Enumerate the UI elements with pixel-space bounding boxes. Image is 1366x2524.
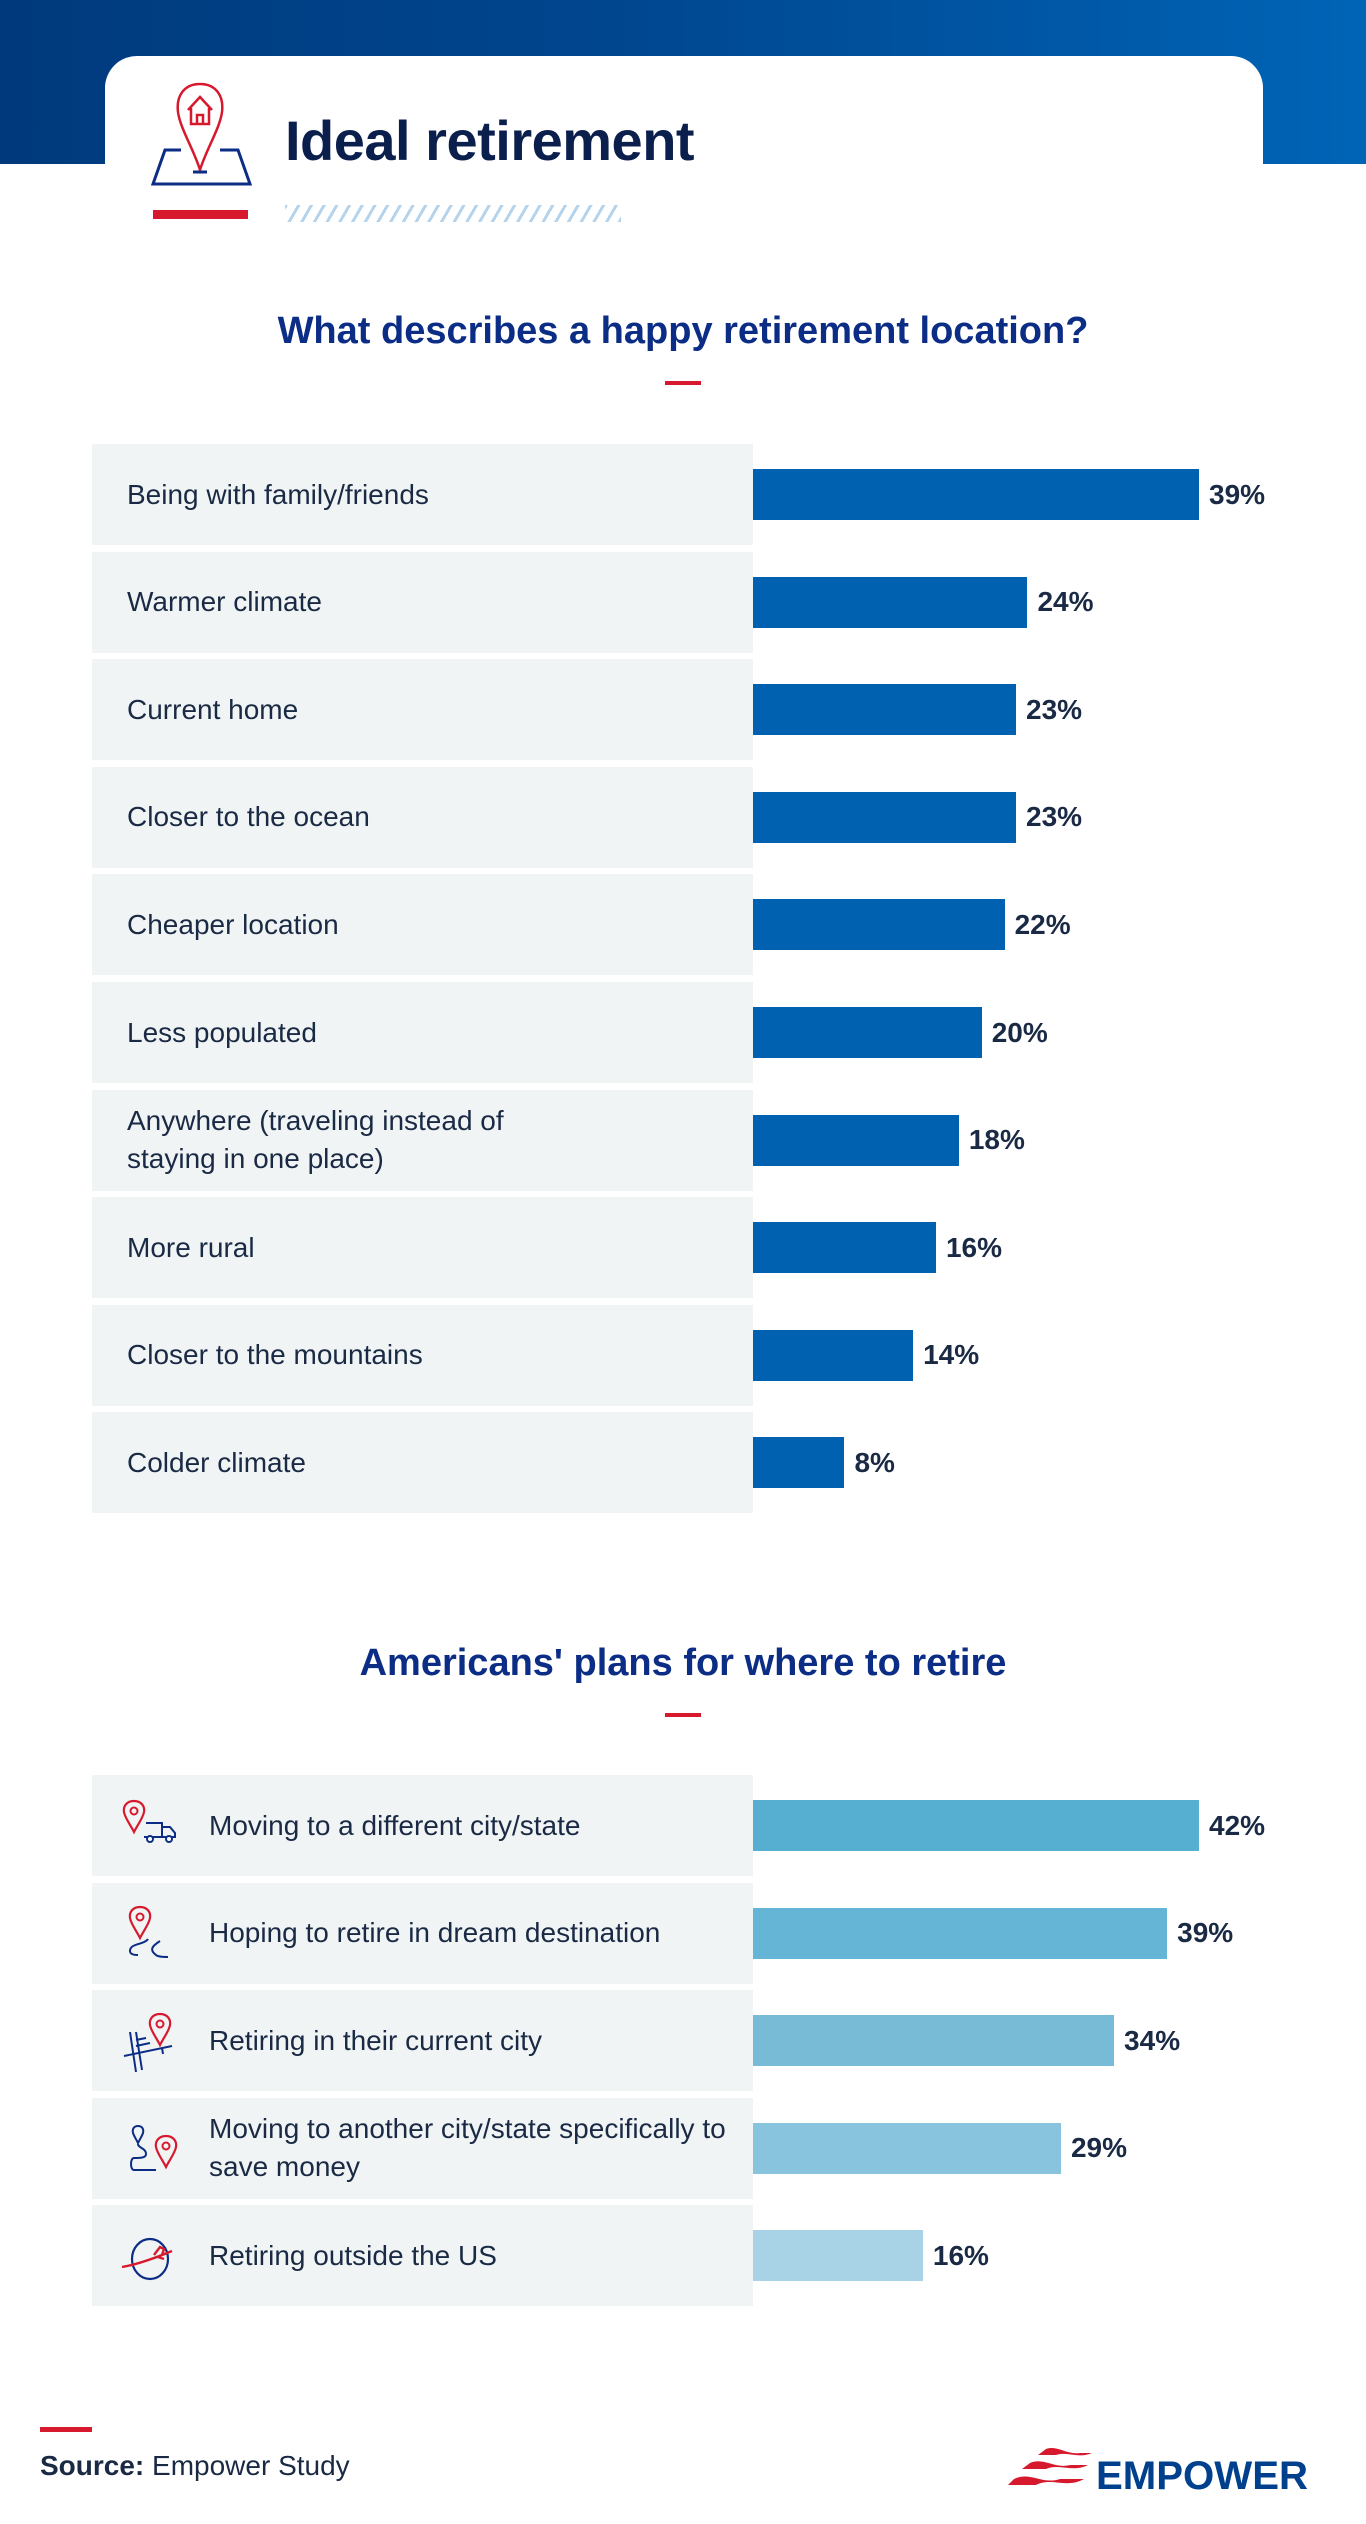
page-title: Ideal retirement bbox=[285, 109, 695, 172]
value-label: 24% bbox=[1037, 586, 1094, 618]
category-panel bbox=[92, 1412, 753, 1514]
category-panel bbox=[92, 874, 753, 976]
category-label: Anywhere (traveling instead of staying i… bbox=[127, 1105, 504, 1175]
map-pin-house-icon bbox=[150, 82, 253, 186]
category-panel bbox=[92, 1775, 753, 1876]
value-label: 20% bbox=[991, 1016, 1048, 1048]
bar bbox=[753, 1222, 936, 1274]
category-label: Retiring outside the US bbox=[209, 2239, 497, 2271]
bar bbox=[753, 899, 1005, 951]
value-label: 16% bbox=[932, 2239, 989, 2271]
category-label: Moving to a different city/state bbox=[209, 1809, 581, 1841]
category-panel bbox=[92, 982, 753, 1083]
chart-row: Colder climate 8% bbox=[92, 1412, 1366, 1514]
globe-plane-icon bbox=[121, 2238, 173, 2281]
value-label: 8% bbox=[854, 1446, 895, 1478]
pin-streets-icon bbox=[123, 2013, 173, 2073]
chart2-title-dash bbox=[665, 1713, 701, 1717]
category-label: Current home bbox=[127, 693, 299, 725]
chart-row: Current home 23% bbox=[92, 659, 1366, 761]
title-accent-bar bbox=[153, 210, 248, 219]
bar bbox=[753, 791, 1017, 843]
chart-row: Being with family/friends 39% bbox=[92, 444, 1366, 545]
category-label: Hoping to retire in dream destination bbox=[209, 1917, 661, 1949]
category-label: Colder climate bbox=[127, 1446, 306, 1478]
source-text: Source: Empower Study bbox=[40, 2450, 350, 2482]
category-panel bbox=[92, 1882, 753, 1984]
category-panel bbox=[92, 1304, 753, 1406]
value-label: 18% bbox=[968, 1124, 1025, 1156]
bar bbox=[753, 1437, 845, 1489]
bar bbox=[753, 2230, 923, 2282]
bar bbox=[753, 1907, 1168, 1959]
bar bbox=[753, 2015, 1115, 2067]
source-dash bbox=[40, 2427, 92, 2432]
category-panel bbox=[92, 766, 753, 868]
value-label: 29% bbox=[1070, 2132, 1127, 2164]
value-label: 23% bbox=[1026, 801, 1083, 833]
category-label: Cheaper location bbox=[127, 908, 339, 940]
category-label: Warmer climate bbox=[127, 586, 322, 618]
chart-row: Moving to another city/state specificall… bbox=[92, 2097, 1366, 2199]
chart-row: Closer to the ocean 23% bbox=[92, 766, 1366, 868]
chart-row: Hoping to retire in dream destination 39% bbox=[92, 1882, 1366, 1984]
category-panel bbox=[92, 551, 753, 653]
pin-route-icon bbox=[130, 2124, 178, 2171]
source-value: Empower Study bbox=[152, 2450, 350, 2481]
bar bbox=[753, 2122, 1061, 2174]
chart-row: Less populated 20% bbox=[92, 982, 1366, 1083]
category-label: Moving to another city/state specificall… bbox=[209, 2113, 726, 2183]
category-label: Retiring in their current city bbox=[209, 2024, 543, 2056]
chart1-title: What describes a happy retirement locati… bbox=[277, 310, 1089, 352]
chart2-title: Americans' plans for where to retire bbox=[359, 1642, 1007, 1684]
title-hatch-decoration bbox=[285, 205, 621, 222]
category-panel bbox=[92, 1197, 753, 1299]
chart-row: More rural 16% bbox=[92, 1197, 1366, 1299]
bar bbox=[753, 1007, 982, 1058]
svg-text:EMPOWER: EMPOWER bbox=[1096, 2454, 1308, 2495]
value-label: 34% bbox=[1124, 2024, 1181, 2056]
pin-road-icon bbox=[128, 1905, 169, 1958]
category-label: Closer to the ocean bbox=[127, 801, 370, 833]
source-label: Source: bbox=[40, 2450, 145, 2481]
chart-row: Moving to a different city/state 42% bbox=[92, 1775, 1366, 1876]
title-card bbox=[105, 56, 1263, 256]
chart-row: Anywhere (traveling instead of staying i… bbox=[92, 1089, 1366, 1191]
chart-row: Retiring in their current city 34% bbox=[92, 1990, 1366, 2092]
category-panel bbox=[92, 1089, 753, 1191]
bar bbox=[753, 576, 1028, 628]
value-label: 23% bbox=[1026, 693, 1083, 725]
category-label: Closer to the mountains bbox=[127, 1339, 423, 1371]
value-label: 16% bbox=[945, 1231, 1003, 1263]
chart-row: Retiring outside the US 16% bbox=[92, 2205, 1366, 2307]
pin-truck-icon bbox=[122, 1799, 176, 1843]
value-label: 39% bbox=[1209, 478, 1266, 510]
bar bbox=[753, 469, 1199, 520]
category-label: Less populated bbox=[127, 1016, 317, 1048]
value-label: 22% bbox=[1014, 908, 1071, 940]
bar bbox=[753, 684, 1017, 736]
category-panel bbox=[92, 2097, 753, 2199]
chart-row: Closer to the mountains 14% bbox=[92, 1304, 1366, 1406]
value-label: 39% bbox=[1177, 1917, 1234, 1949]
bar bbox=[753, 1800, 1199, 1851]
category-label: Being with family/friends bbox=[127, 478, 429, 510]
category-panel bbox=[92, 659, 753, 761]
chart-row: Cheaper location 22% bbox=[92, 874, 1366, 976]
bar bbox=[753, 1329, 914, 1381]
value-label: 42% bbox=[1209, 1809, 1266, 1841]
category-panel bbox=[92, 2205, 753, 2307]
value-label: 14% bbox=[923, 1339, 980, 1371]
bar bbox=[753, 1114, 959, 1166]
category-panel bbox=[92, 1990, 753, 2092]
chart1-title-dash bbox=[665, 381, 701, 385]
category-label: More rural bbox=[127, 1231, 255, 1263]
chart-row: Warmer climate 24% bbox=[92, 551, 1366, 653]
empower-logo: EMPOWER bbox=[1008, 2448, 1308, 2495]
category-panel bbox=[92, 444, 753, 545]
